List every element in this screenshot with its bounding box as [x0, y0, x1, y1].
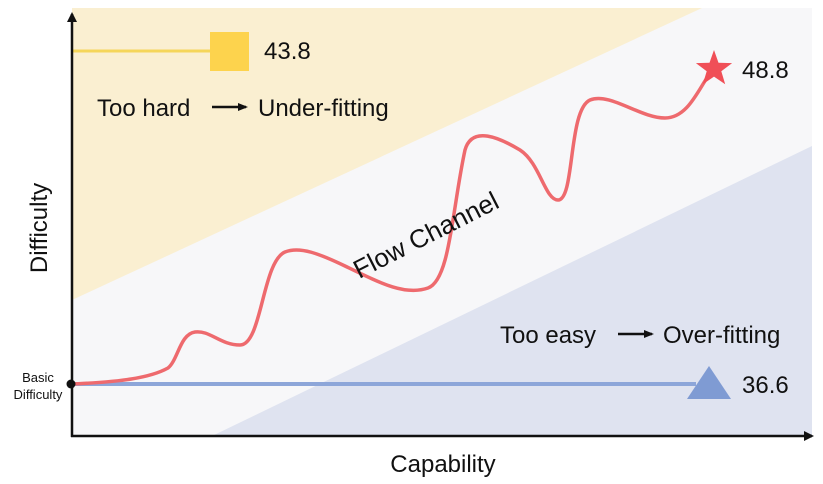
triangle-value: 36.6	[742, 372, 789, 399]
too-easy-label: Too easy	[500, 322, 596, 349]
star-value: 48.8	[742, 57, 789, 84]
square-value: 43.8	[264, 38, 311, 65]
under-fitting-label: Under-fitting	[258, 95, 389, 122]
y-axis-label: Difficulty	[26, 183, 53, 273]
x-axis-label: Capability	[390, 451, 495, 478]
square-icon	[210, 32, 249, 71]
basic-difficulty-label-line1: Basic	[22, 370, 54, 385]
too-hard-label: Too hard	[97, 95, 190, 122]
over-fitting-label: Over-fitting	[663, 322, 780, 349]
basic-difficulty-label-line2: Difficulty	[14, 387, 63, 402]
